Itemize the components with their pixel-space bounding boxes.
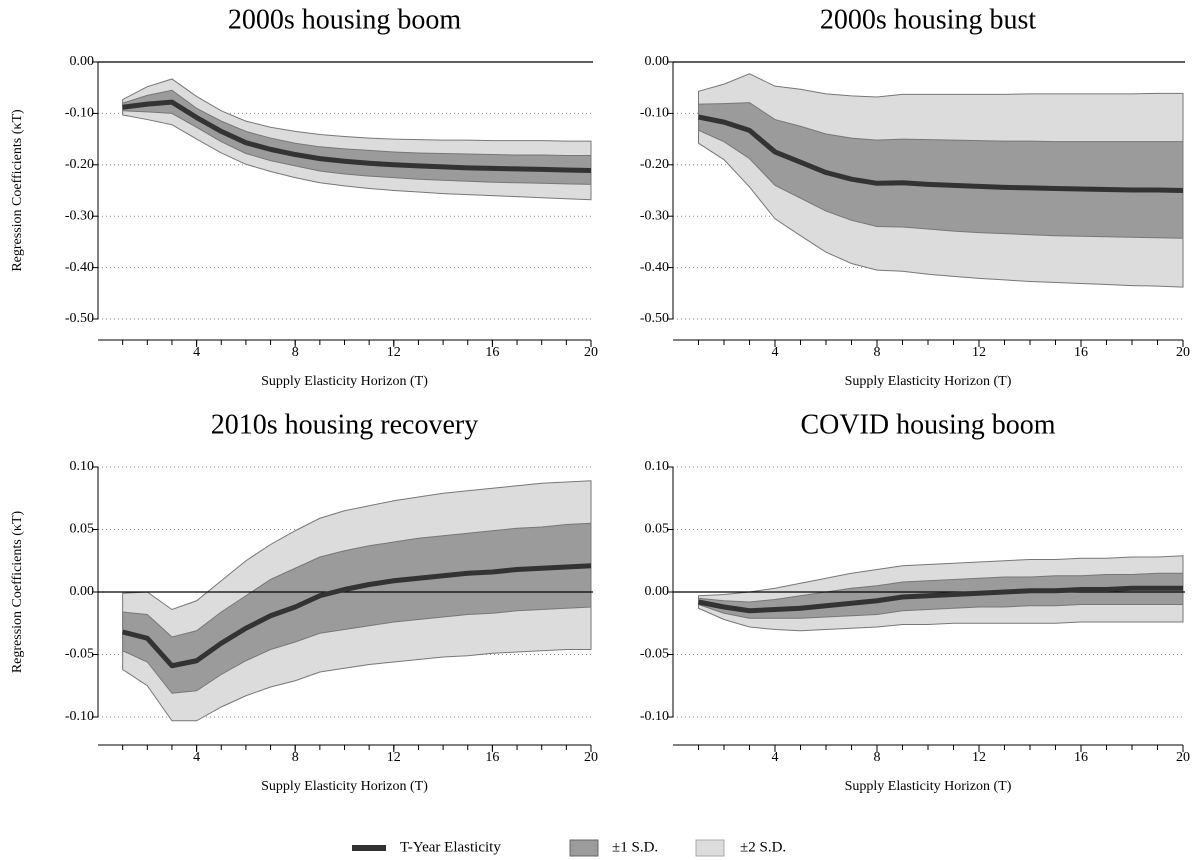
legend-swatch <box>569 839 599 857</box>
x-tick-label: 8 <box>292 750 299 765</box>
y-tick-label: 0.05 <box>645 522 670 537</box>
x-tick-label: 12 <box>387 750 401 765</box>
x-tick-label: 4 <box>193 750 200 765</box>
y-axis-label: Regression Coefficients (κT) <box>10 511 25 674</box>
y-tick-label: -0.20 <box>640 157 669 172</box>
y-axis-label: Regression Coefficients (κT) <box>10 109 25 272</box>
y-tick-label: -0.20 <box>65 157 94 172</box>
x-axis-label: Supply Elasticity Horizon (T) <box>845 374 1012 389</box>
y-tick-label: -0.10 <box>640 106 669 121</box>
band-1sd <box>122 89 592 185</box>
legend-label: ±1 S.D. <box>612 839 658 855</box>
x-tick-label: 16 <box>485 750 499 765</box>
x-axis-label: Supply Elasticity Horizon (T) <box>261 374 428 389</box>
y-tick-label: -0.10 <box>65 709 94 724</box>
x-tick-label: 8 <box>874 345 881 360</box>
x-tick-label: 12 <box>972 750 986 765</box>
band-1sd <box>122 522 592 694</box>
y-tick-label: -0.40 <box>65 260 94 275</box>
x-tick-label: 12 <box>387 345 401 360</box>
elasticity-line <box>122 563 592 669</box>
y-tick-label: -0.05 <box>640 647 669 662</box>
x-tick-label: 8 <box>874 750 881 765</box>
y-tick-label: 0.00 <box>645 54 670 69</box>
x-tick-label: 4 <box>772 345 779 360</box>
x-axis-label: Supply Elasticity Horizon (T) <box>845 779 1012 794</box>
y-tick-label: 0.10 <box>645 459 670 474</box>
y-tick-label: 0.05 <box>70 522 95 537</box>
x-tick-label: 20 <box>584 750 598 765</box>
x-tick-label: 16 <box>1074 345 1088 360</box>
legend-swatch <box>695 839 725 857</box>
y-tick-label: 0.00 <box>70 584 95 599</box>
y-tick-label: -0.10 <box>640 709 669 724</box>
x-tick-label: 20 <box>1176 345 1190 360</box>
x-tick-label: 16 <box>485 345 499 360</box>
elasticity-line <box>698 114 1184 193</box>
x-tick-label: 8 <box>292 345 299 360</box>
y-tick-label: 0.10 <box>70 459 95 474</box>
y-tick-label: 0.00 <box>645 584 670 599</box>
elasticity-line <box>122 99 592 173</box>
x-tick-label: 20 <box>1176 750 1190 765</box>
x-tick-label: 12 <box>972 345 986 360</box>
chart-title: 2010s housing recovery <box>211 409 479 440</box>
x-axis-label: Supply Elasticity Horizon (T) <box>261 779 428 794</box>
x-tick-label: 20 <box>584 345 598 360</box>
legend-label: T-Year Elasticity <box>400 839 501 855</box>
x-tick-label: 4 <box>772 750 779 765</box>
band-1sd <box>698 102 1184 239</box>
x-tick-label: 16 <box>1074 750 1088 765</box>
legend-swatch <box>352 845 386 851</box>
y-tick-label: 0.00 <box>70 54 95 69</box>
y-tick-label: -0.50 <box>640 311 669 326</box>
y-tick-label: -0.50 <box>65 311 94 326</box>
x-tick-label: 4 <box>193 345 200 360</box>
y-tick-label: -0.40 <box>640 260 669 275</box>
legend-label: ±2 S.D. <box>740 839 786 855</box>
y-tick-label: -0.10 <box>65 106 94 121</box>
chart-title: 2000s housing boom <box>228 4 462 35</box>
chart-title: COVID housing boom <box>800 409 1055 440</box>
y-tick-label: -0.30 <box>640 208 669 223</box>
elasticity-line <box>698 585 1183 614</box>
y-tick-label: -0.05 <box>65 647 94 662</box>
y-tick-label: -0.30 <box>65 208 94 223</box>
chart-title: 2000s housing bust <box>820 4 1036 35</box>
